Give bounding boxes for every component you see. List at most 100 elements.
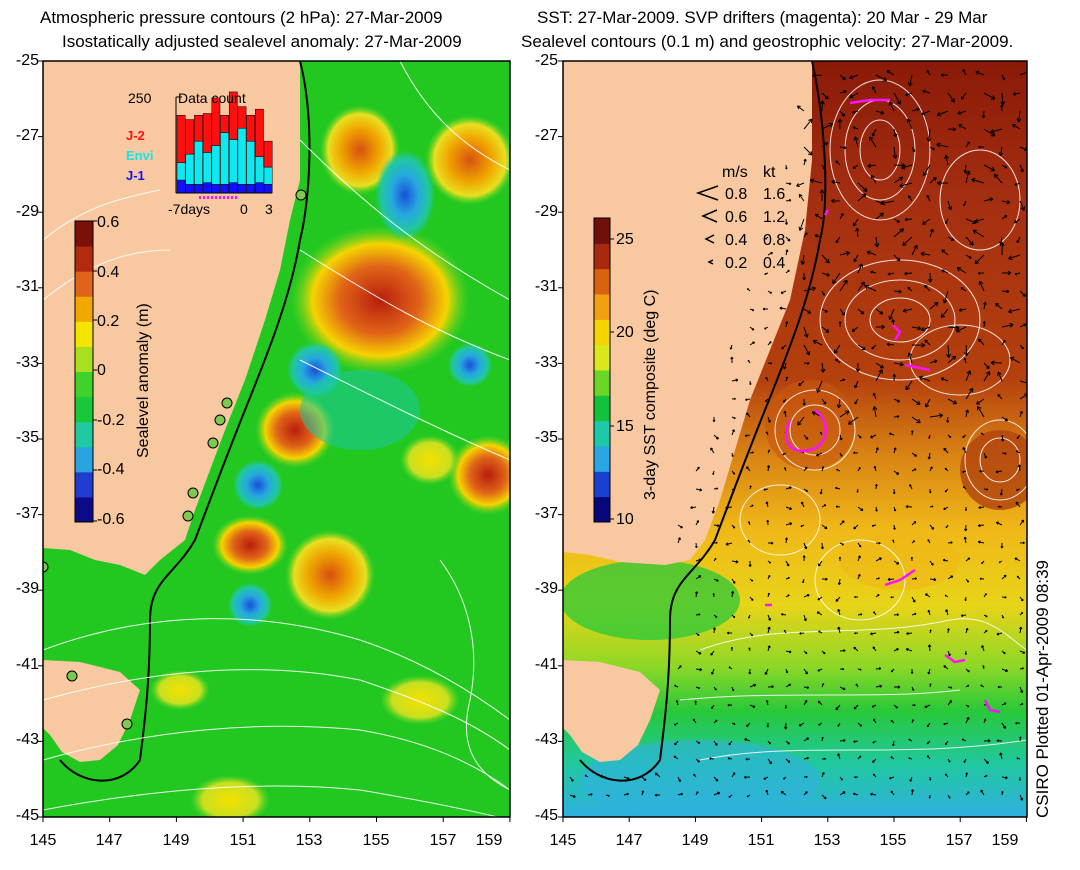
sealevel-colorbar-swatch [75,346,93,372]
inset-xtick-zero: 0 [240,201,248,217]
right-lon-tick: 159 [991,832,1019,849]
inset-bar-j2 [263,140,273,168]
left-title-line2: Isostatically adjusted sealevel anomaly:… [62,32,462,51]
sat-label-envi: Envi [126,148,154,163]
inset-bar-envi [185,153,195,185]
inset-bar-j1 [220,184,229,194]
inset-histogram [176,91,273,199]
right-lon-tick: 147 [615,832,643,849]
sealevel-colorbar-swatch [75,371,93,398]
right-lon-tick: 149 [681,832,709,849]
right-lon-tick: 157 [945,832,973,849]
sealevel-colorbar-swatch [75,321,93,347]
sat-label-j2: J-2 [126,128,145,143]
csiro-credit: CSIRO Plotted 01-Apr-2009 08:39 [1033,560,1052,818]
right-title-line1: SST: 27-Mar-2009. SVP drifters (magenta)… [537,8,988,27]
sst-colorbar-swatch [594,395,610,422]
left-lat-tick: -35 [15,429,39,446]
inset-bar-j1 [263,184,273,194]
sst-colorbar [593,217,614,523]
inset-bar-j2 [228,91,238,140]
sst-colorbar-swatch [594,496,610,523]
left-title-line1: Atmospheric pressure contours (2 hPa): 2… [40,8,443,27]
right-lat-tick: -31 [534,278,558,295]
sealevel-colorbar-swatch [75,421,93,448]
sst-colorbar-swatch [594,243,610,270]
inset-bar-j2 [185,119,195,155]
left-lat-tick: -43 [15,731,39,748]
sealevel-colorbar-swatch [75,221,93,247]
inset-bar-envi [194,140,203,185]
right-lat-tick: -41 [534,656,558,673]
vel-legend-kt-2: 0.8 [763,232,786,249]
inset-xtick-start: -7days [168,201,211,217]
left-lon-tick: 151 [229,832,257,849]
left-lat-tick: -41 [15,656,39,673]
right-lon-tick: 151 [747,832,775,849]
inset-bar-j1 [211,184,221,194]
left-lon-tick: 153 [295,832,323,849]
inset-bar-envi [211,145,221,185]
right-lat-tick: -29 [534,203,558,220]
right-cb-tick-3: 10 [616,511,634,528]
left-map [43,61,510,817]
left-cb-tick-1: 0.4 [97,264,120,281]
vel-legend-header-ms: m/s [722,164,748,181]
left-cb-label: Sealevel anomaly (m) [135,303,152,458]
sealevel-colorbar-swatch [75,471,93,498]
inset-bar-envi [220,132,229,185]
right-cb-tick-2: 15 [616,418,634,435]
right-map [563,61,1027,817]
inset-bar-j1 [255,182,264,194]
sealevel-colorbar-swatch [75,271,93,297]
inset-bar-j2 [211,97,221,146]
right-lon-tick: 153 [813,832,841,849]
left-cb-tick-4: -0.2 [97,412,125,429]
left-lon-tick: 147 [95,832,123,849]
right-lat-tick: -45 [534,807,558,824]
vel-legend-ms-2: 0.4 [725,232,748,249]
sst-colorbar-swatch [594,471,610,498]
left-cb-tick-3: 0 [97,362,106,379]
right-title-line2: Sealevel contours (0.1 m) and geostrophi… [521,32,1014,51]
inset-bar-j2 [194,114,203,142]
vel-legend-ms-0: 0.8 [725,186,748,203]
sealevel-colorbar-swatch [75,446,93,473]
left-lon-tick: 149 [162,832,190,849]
inset-bar-j2 [202,113,212,153]
inset-bar-envi [228,139,238,183]
vel-legend-kt-0: 1.6 [763,186,786,203]
right-lat-tick: -25 [534,52,558,69]
sst-colorbar-swatch [594,268,610,295]
right-lat-tick: -37 [534,505,558,522]
right-lat-tick: -33 [534,354,558,371]
left-lat-tick: -27 [15,127,39,144]
sealevel-colorbar-swatch [75,246,93,272]
drifter-tracks [765,98,1001,714]
right-lat-tick: -27 [534,127,558,144]
inset-bar-envi [176,162,186,181]
left-lat-tick: -39 [15,580,39,597]
vel-legend-ms-3: 0.2 [725,255,748,272]
inset-bar-envi [246,140,256,185]
inset-bar-j2 [246,114,256,142]
velocity-legend-arrows [695,185,719,265]
sealevel-colorbar-swatch [75,396,93,423]
inset-xtick-end: 3 [265,201,273,217]
inset-bar-j1 [246,184,256,194]
right-cb-tick-1: 20 [616,324,634,341]
vel-legend-ms-1: 0.6 [725,209,748,226]
left-cb-tick-5: -0.4 [97,461,125,478]
left-lon-tick: 145 [29,832,57,849]
inset-bar-j1 [202,182,212,194]
inset-bar-envi [237,127,247,185]
sst-colorbar-swatch [594,319,610,346]
inset-bar-j1 [237,184,247,194]
vel-legend-kt-3: 0.4 [763,255,786,272]
right-lat-tick: -43 [534,731,558,748]
sealevel-colorbar-swatch [75,496,93,523]
left-cb-tick-2: 0.2 [97,313,120,330]
sst-colorbar-swatch [594,294,610,320]
left-lat-tick: -29 [15,203,39,220]
